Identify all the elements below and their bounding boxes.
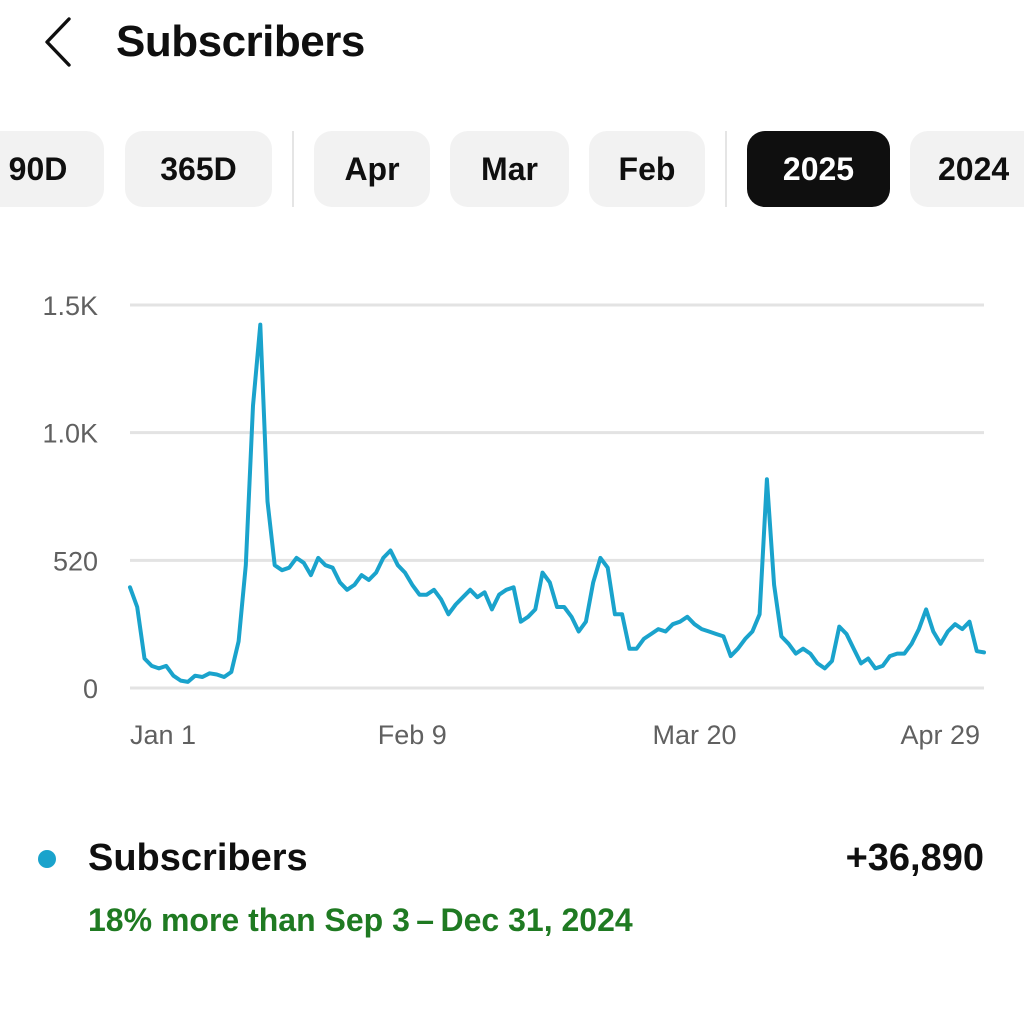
y-tick-label: 1.0K xyxy=(42,419,98,449)
comparison-text: 18% more than Sep 3 – Dec 31, 2024 xyxy=(88,902,633,938)
y-tick-label: 1.5K xyxy=(42,291,98,321)
chip-365d[interactable]: 365D xyxy=(125,131,272,207)
chip-90d[interactable]: 90D xyxy=(0,131,104,207)
x-tick-label: Feb 9 xyxy=(378,720,447,750)
chip-feb[interactable]: Feb xyxy=(589,131,705,207)
chip-divider xyxy=(725,131,727,207)
x-tick-label: Mar 20 xyxy=(652,720,736,750)
period-chip-bar[interactable]: 90D 365D Apr Mar Feb 2025 2024 xyxy=(0,131,1024,209)
back-button[interactable] xyxy=(36,14,80,70)
legend-dot xyxy=(38,850,56,868)
header: Subscribers xyxy=(0,0,1024,90)
chip-apr[interactable]: Apr xyxy=(314,131,430,207)
subscribers-chart: 0 520 1.0K 1.5K Jan 1 Feb 9 Mar 20 Apr 29 xyxy=(0,270,1024,770)
legend-total-value: +36,890 xyxy=(845,837,984,879)
legend-series-label: Subscribers xyxy=(88,837,308,879)
chip-mar[interactable]: Mar xyxy=(450,131,569,207)
chip-2025[interactable]: 2025 xyxy=(747,131,890,207)
chip-2024[interactable]: 2024 xyxy=(910,131,1024,207)
chart-svg: 0 520 1.0K 1.5K Jan 1 Feb 9 Mar 20 Apr 29 xyxy=(42,291,986,750)
chip-divider xyxy=(292,131,294,207)
chevron-left-icon xyxy=(45,17,71,67)
page-title: Subscribers xyxy=(116,17,365,66)
y-tick-label: 0 xyxy=(83,674,98,704)
series-line-subscribers xyxy=(128,322,986,684)
x-tick-label: Jan 1 xyxy=(130,720,196,750)
x-tick-label: Apr 29 xyxy=(900,720,980,750)
y-tick-label: 520 xyxy=(53,546,98,576)
